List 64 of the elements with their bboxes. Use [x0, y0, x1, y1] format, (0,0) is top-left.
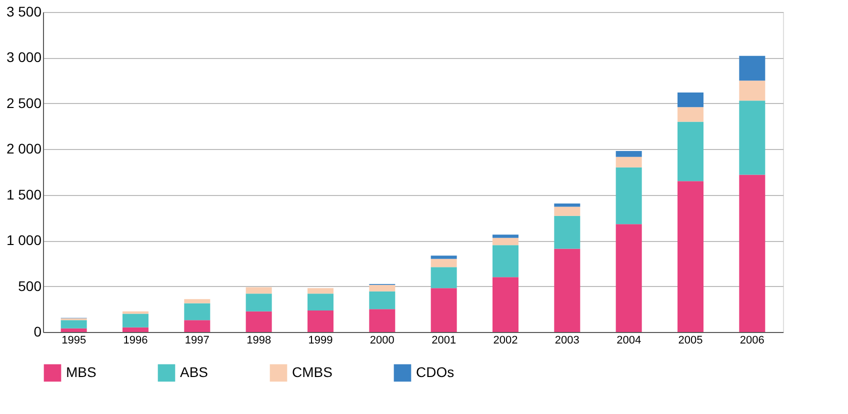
x-tick-label: 1999: [308, 334, 333, 346]
bar: [616, 156, 642, 168]
x-tick-label: 2001: [432, 334, 456, 346]
bar: [122, 327, 148, 332]
x-tick-label: 1998: [246, 334, 272, 346]
bar: [492, 277, 518, 332]
legend-label: CMBS: [292, 364, 332, 380]
bar: [492, 245, 518, 278]
y-tick-label: 3 000: [6, 49, 42, 66]
bar: [184, 303, 210, 320]
bar: [554, 216, 580, 249]
bar: [739, 80, 766, 101]
x-tick-label: 1997: [184, 334, 210, 346]
bar: [184, 299, 210, 304]
bar: [184, 320, 210, 332]
bar: [678, 92, 704, 108]
bar: [430, 258, 457, 268]
x-tick-label: 2006: [740, 334, 764, 346]
bar: [122, 314, 148, 328]
bar: [554, 248, 580, 332]
x-tick-label: 1995: [62, 334, 86, 346]
bar: [739, 56, 766, 81]
bar: [369, 309, 396, 332]
bar: [678, 181, 704, 332]
x-tick-label: 1996: [123, 334, 148, 346]
bar: [369, 284, 396, 292]
bar: [246, 287, 272, 294]
bar: [739, 100, 766, 175]
legend-label: MBS: [66, 364, 96, 380]
bar: [308, 288, 334, 294]
y-tick-label: 3 500: [6, 4, 42, 20]
bar: [554, 204, 580, 207]
x-tick-label: 2000: [370, 334, 394, 346]
bar: [678, 122, 704, 182]
bar: [492, 234, 518, 238]
bar: [246, 294, 272, 312]
bar: [739, 174, 766, 332]
bar: [60, 320, 87, 328]
bar: [678, 107, 704, 122]
x-tick-label: 2004: [616, 334, 642, 346]
bar: [369, 291, 396, 310]
bar: [616, 167, 642, 224]
bar: [430, 256, 457, 259]
bar: [430, 288, 457, 332]
x-tick-label: 2005: [678, 334, 703, 346]
y-tick-label: 0: [34, 324, 42, 340]
y-tick-label: 500: [18, 278, 42, 294]
bar: [246, 311, 272, 332]
bar: [60, 328, 87, 332]
legend-label: CDOs: [416, 364, 454, 380]
x-tick-label: 2003: [554, 334, 580, 346]
y-tick-label: 1 000: [6, 232, 42, 248]
bar: [308, 294, 334, 311]
x-tick-label: 2002: [493, 334, 518, 346]
bar: [554, 206, 580, 216]
y-tick-label: 1 500: [6, 186, 42, 202]
bar: [308, 310, 334, 332]
bar: [430, 267, 457, 288]
legend-label: ABS: [180, 364, 208, 380]
bar: [492, 238, 518, 246]
bar: [616, 150, 642, 157]
y-tick-label: 2 500: [6, 94, 42, 111]
bar: [616, 224, 642, 332]
y-tick-label: 2 000: [6, 140, 42, 157]
